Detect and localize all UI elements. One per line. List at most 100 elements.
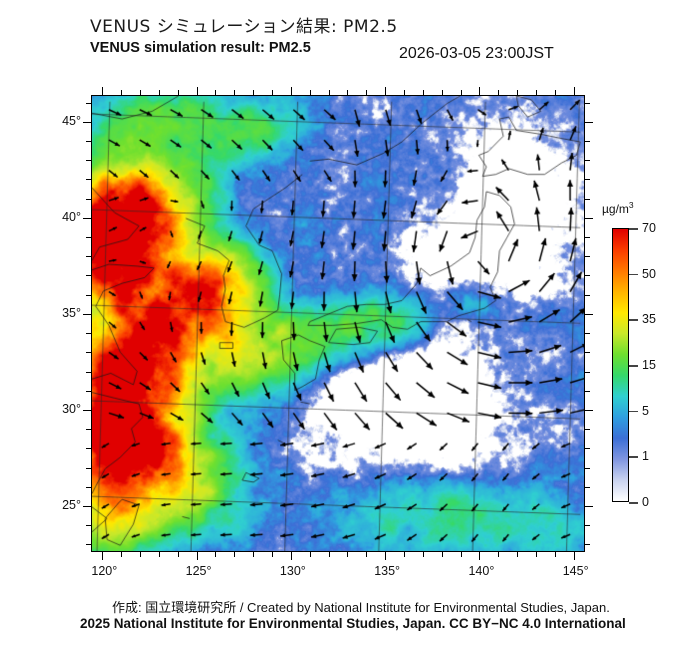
x-axis-tick: [215, 552, 217, 557]
x-axis-tick-top: [215, 90, 217, 95]
x-axis-tick-top: [253, 90, 255, 95]
x-axis-tick: [121, 552, 123, 557]
colorbar-tick-label: 5: [642, 403, 649, 418]
x-axis-label: 135°: [374, 564, 401, 578]
y-axis-tick-right: [585, 429, 590, 431]
y-axis-tick: [86, 333, 91, 335]
x-axis-label: 130°: [279, 564, 306, 578]
x-axis-tick: [479, 552, 481, 560]
title-japanese: VENUS シミュレーション結果: PM2.5: [90, 17, 398, 37]
colorbar-tick-label: 35: [642, 312, 656, 327]
y-axis-tick-right: [585, 525, 590, 527]
y-axis-tick-right: [585, 409, 593, 411]
y-axis-tick-right: [585, 198, 590, 200]
colorbar-tick: [629, 410, 638, 413]
y-axis-tick: [86, 352, 91, 354]
x-axis-tick-top: [290, 87, 292, 95]
y-axis-tick-right: [585, 121, 593, 123]
y-axis-tick-right: [585, 352, 590, 354]
colorbar-tick: [629, 273, 638, 276]
x-axis-tick-top: [498, 90, 500, 95]
y-axis-tick: [86, 371, 91, 373]
x-axis-label: 140°: [468, 564, 495, 578]
map-plot-area[interactable]: [91, 95, 585, 552]
y-axis-tick: [86, 448, 91, 450]
y-axis-tick-right: [585, 544, 590, 546]
y-axis-tick: [83, 313, 91, 315]
y-axis-tick: [83, 409, 91, 411]
colorbar-tick-label: 1: [642, 449, 649, 464]
y-axis-tick-right: [585, 505, 593, 507]
x-axis-tick-top: [535, 90, 537, 95]
x-axis-tick-top: [234, 90, 236, 95]
x-axis-tick: [328, 552, 330, 557]
x-axis-tick-top: [158, 90, 160, 95]
x-axis-tick-top: [554, 90, 556, 95]
colorbar-tick: [629, 502, 638, 504]
x-axis-label: 120°: [91, 564, 118, 578]
y-axis-tick: [86, 294, 91, 296]
x-axis-tick: [498, 552, 500, 557]
y-axis-tick-right: [585, 467, 590, 469]
y-axis-tick-right: [585, 275, 590, 277]
colorbar-gradient: [612, 228, 629, 502]
x-axis-tick-top: [422, 90, 424, 95]
x-axis-tick: [177, 552, 179, 557]
y-axis-tick: [83, 217, 91, 219]
x-axis-tick-top: [460, 90, 462, 95]
x-axis-tick: [385, 552, 387, 560]
y-axis-tick: [86, 102, 91, 104]
y-axis-tick-right: [585, 141, 590, 143]
y-axis-tick: [86, 467, 91, 469]
colorbar-tick-label: 15: [642, 358, 656, 372]
credit-line-1: 作成: 国立環境研究所 / Created by National Instit…: [112, 600, 610, 615]
y-axis-tick: [83, 505, 91, 507]
y-axis-tick-right: [585, 486, 590, 488]
x-axis-tick-top: [196, 87, 198, 95]
colorbar-tick-label: 70: [642, 221, 656, 235]
x-axis-tick-top: [102, 87, 104, 95]
x-axis-tick: [140, 552, 142, 557]
x-axis-tick: [422, 552, 424, 557]
y-axis-tick-right: [585, 294, 590, 296]
y-axis-tick: [86, 237, 91, 239]
x-axis-label: 145°: [562, 564, 589, 578]
y-axis-tick: [83, 121, 91, 123]
title-english: VENUS simulation result: PM2.5: [90, 40, 311, 56]
x-axis-tick-top: [140, 90, 142, 95]
x-axis-tick: [196, 552, 198, 560]
x-axis-tick-top: [403, 90, 405, 95]
y-axis-tick: [86, 525, 91, 527]
x-axis-tick: [158, 552, 160, 557]
x-axis-tick: [554, 552, 556, 557]
y-axis-tick: [86, 179, 91, 181]
y-axis-label: 25°: [62, 497, 81, 512]
x-axis-tick: [347, 552, 349, 557]
colorbar-tick: [629, 456, 638, 458]
x-axis-tick: [403, 552, 405, 557]
colorbar-tick-label: 50: [642, 266, 656, 281]
y-axis-tick-right: [585, 217, 593, 219]
y-axis-tick-right: [585, 313, 593, 315]
y-axis-tick-right: [585, 333, 590, 335]
x-axis-label: 125°: [185, 564, 212, 578]
y-axis-tick: [86, 390, 91, 392]
y-axis-tick-right: [585, 371, 590, 373]
x-axis-tick-top: [347, 90, 349, 95]
colorbar-unit-label: µg/m3: [602, 200, 634, 216]
y-axis-tick-right: [585, 390, 590, 392]
y-axis-tick-right: [585, 160, 590, 162]
y-axis-tick-right: [585, 256, 590, 258]
y-axis-tick: [86, 160, 91, 162]
y-axis-tick: [86, 486, 91, 488]
x-axis-tick: [309, 552, 311, 557]
y-axis-tick-right: [585, 448, 590, 450]
x-axis-tick: [253, 552, 255, 557]
colorbar-tick: [629, 228, 638, 230]
colorbar-tick: [629, 365, 638, 367]
colorbar-tick-label: 0: [642, 495, 649, 509]
y-axis-label: 35°: [62, 305, 81, 320]
datetime-label: 2026-03-05 23:00JST: [399, 45, 554, 62]
colorbar-tick: [629, 319, 638, 321]
x-axis-tick-top: [385, 87, 387, 95]
